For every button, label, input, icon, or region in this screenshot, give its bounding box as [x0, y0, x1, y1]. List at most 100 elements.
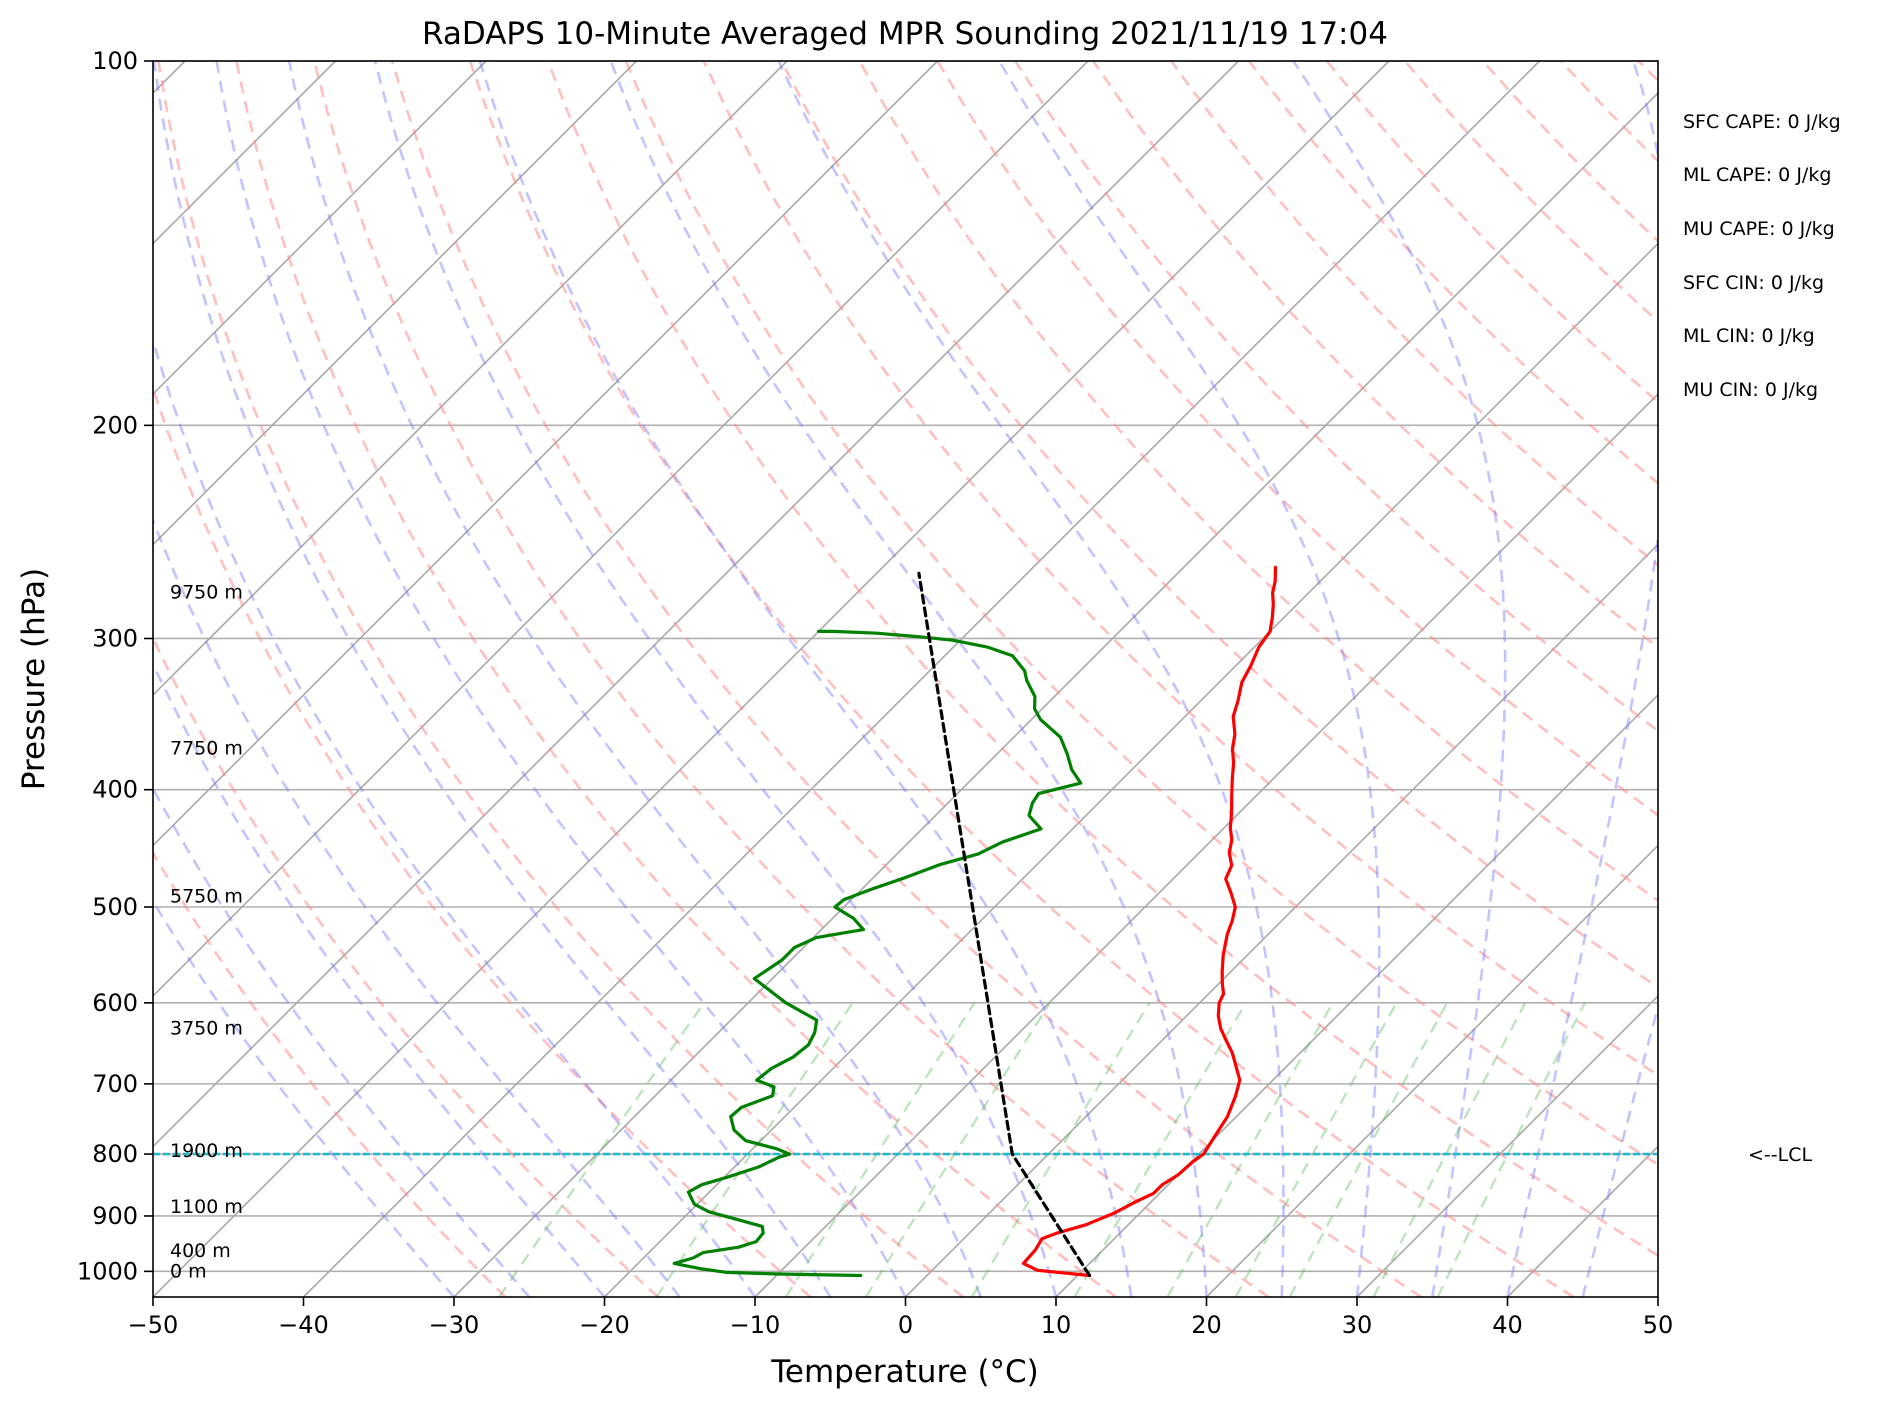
moist-adiabat — [998, 61, 1381, 1297]
mixing-ratio-line — [1234, 1002, 1398, 1297]
y-tick-label: 300 — [92, 624, 138, 652]
moist-adiabat — [1656, 1292, 1658, 1297]
mixing-ratio-line — [1166, 1002, 1334, 1297]
y-axis-ticks: 100 200 300 400 500 600 700 800 900 1000 — [77, 47, 153, 1285]
mixing-ratio-line — [655, 1002, 854, 1297]
x-tick-label: −20 — [579, 1311, 630, 1339]
series-1-line — [672, 629, 1083, 1278]
height-label: 9750 m — [170, 582, 243, 604]
dry-adiabat — [1014, 61, 1658, 733]
mixing-ratio-line — [1372, 1002, 1527, 1297]
indices-panel: SFC CAPE: 0 J/kg ML CAPE: 0 J/kg MU CAPE… — [1683, 111, 1841, 401]
moist-adiabat — [153, 335, 757, 1297]
dry-adiabat — [235, 61, 1117, 1297]
x-tick-label: 40 — [1492, 1311, 1523, 1339]
ml-cin-label: ML CIN: 0 J/kg — [1683, 325, 1815, 347]
x-tick-label: 10 — [1041, 1311, 1072, 1339]
isotherm-line — [153, 61, 1089, 998]
y-tick-label: 800 — [92, 1140, 138, 1168]
height-label: 5750 m — [170, 885, 243, 907]
mixing-ratio-line — [1288, 1002, 1449, 1297]
moist-adiabat — [1581, 1002, 1658, 1297]
mixing-ratio-line — [498, 1002, 706, 1297]
moist-adiabat — [478, 61, 1133, 1297]
x-tick-label: −10 — [730, 1311, 781, 1339]
dry-adiabat — [936, 61, 1658, 817]
y-tick-label: 400 — [92, 776, 138, 804]
dry-adiabat — [1637, 61, 1658, 83]
y-tick-label: 600 — [92, 989, 138, 1017]
y-tick-label: 200 — [92, 411, 138, 439]
x-axis-ticks: −50 −40 −30 −20 −10 0 10 20 30 40 50 — [128, 1297, 1673, 1339]
ml-cape-label: ML CAPE: 0 J/kg — [1683, 164, 1831, 186]
x-tick-label: 20 — [1191, 1311, 1222, 1339]
moist-adiabat — [153, 661, 606, 1297]
dry-adiabat — [312, 61, 1270, 1297]
skewed-isotherms — [153, 61, 1658, 1297]
mixing-ratio-line — [1073, 1002, 1247, 1297]
lcl-label: <--LCL — [1748, 1144, 1812, 1166]
dry-adiabat — [1794, 61, 1882, 1297]
height-label: 3750 m — [170, 1017, 243, 1039]
y-tick-label: 500 — [92, 893, 138, 921]
dry-adiabat — [153, 634, 659, 1297]
mixing-ratio-line — [970, 1002, 1151, 1297]
dry-adiabat — [157, 61, 965, 1297]
mixing-ratio-line — [1436, 1002, 1586, 1297]
height-labels: 9750 m 7750 m 5750 m 3750 m 1900 m 1100 m 400 … — [170, 582, 243, 1283]
x-tick-label: −40 — [278, 1311, 329, 1339]
isotherm-line — [603, 242, 1658, 1297]
dry-adiabat — [468, 61, 1575, 1297]
series-2-line — [917, 571, 1092, 1278]
isotherm-line — [1506, 1145, 1658, 1297]
y-tick-label: 700 — [92, 1070, 138, 1098]
x-tick-label: −50 — [128, 1311, 179, 1339]
moist-adiabat — [153, 61, 832, 1297]
isotherm-line — [1356, 994, 1658, 1297]
series-0-line — [1021, 565, 1278, 1278]
dry-adiabat — [1247, 61, 1658, 485]
moist-adiabat — [777, 61, 1285, 1297]
x-tick-label: 30 — [1342, 1311, 1373, 1339]
dry-adiabat — [1092, 61, 1658, 650]
dry-adiabat — [153, 850, 507, 1297]
isotherm-line — [302, 61, 1541, 1297]
dry-adiabat — [1325, 61, 1658, 404]
moist-adiabat — [215, 61, 907, 1297]
height-label: 400 m — [170, 1240, 231, 1262]
moist-adiabat — [609, 61, 1208, 1297]
moist-adiabat — [373, 61, 1058, 1297]
dry-adiabat — [1170, 61, 1658, 567]
x-tick-label: −30 — [429, 1311, 480, 1339]
plot-frame — [152, 60, 1659, 1298]
isotherm-line — [153, 61, 487, 396]
height-label: 1900 m — [170, 1140, 243, 1162]
dry-adiabat — [702, 61, 1658, 1077]
mixing-ratio-line — [784, 1002, 976, 1297]
moist-adiabat — [1292, 61, 1507, 1297]
mixing-ratio-lines — [498, 1002, 1586, 1297]
moist-adiabat — [153, 898, 455, 1297]
x-axis-label: Temperature (°C) — [770, 1354, 1039, 1390]
isotherm-line — [1205, 844, 1658, 1297]
mixing-ratio-line — [864, 1002, 1052, 1297]
moist-adiabat — [1506, 61, 1658, 1297]
dry-adiabat — [153, 384, 812, 1297]
isotherm-line — [453, 91, 1658, 1297]
mu-cin-label: MU CIN: 0 J/kg — [1683, 379, 1818, 401]
y-tick-label: 900 — [92, 1202, 138, 1230]
mu-cape-label: MU CAPE: 0 J/kg — [1683, 218, 1835, 240]
isotherm-line — [153, 61, 1240, 1148]
sfc-cin-label: SFC CIN: 0 J/kg — [1683, 272, 1824, 294]
dry-adiabat — [624, 61, 1658, 1167]
dry-adiabat — [1872, 61, 1882, 1297]
y-tick-label: 1000 — [77, 1257, 138, 1285]
x-tick-label: 0 — [898, 1311, 913, 1339]
dry-adiabats — [153, 61, 1882, 1297]
isotherm-line — [153, 61, 1390, 1297]
y-tick-label: 100 — [92, 47, 138, 75]
chart-title: RaDAPS 10-Minute Averaged MPR Sounding 2… — [422, 16, 1388, 52]
dry-adiabat — [1559, 61, 1658, 163]
isotherm-line — [754, 392, 1658, 1297]
moist-adiabat — [153, 516, 681, 1297]
